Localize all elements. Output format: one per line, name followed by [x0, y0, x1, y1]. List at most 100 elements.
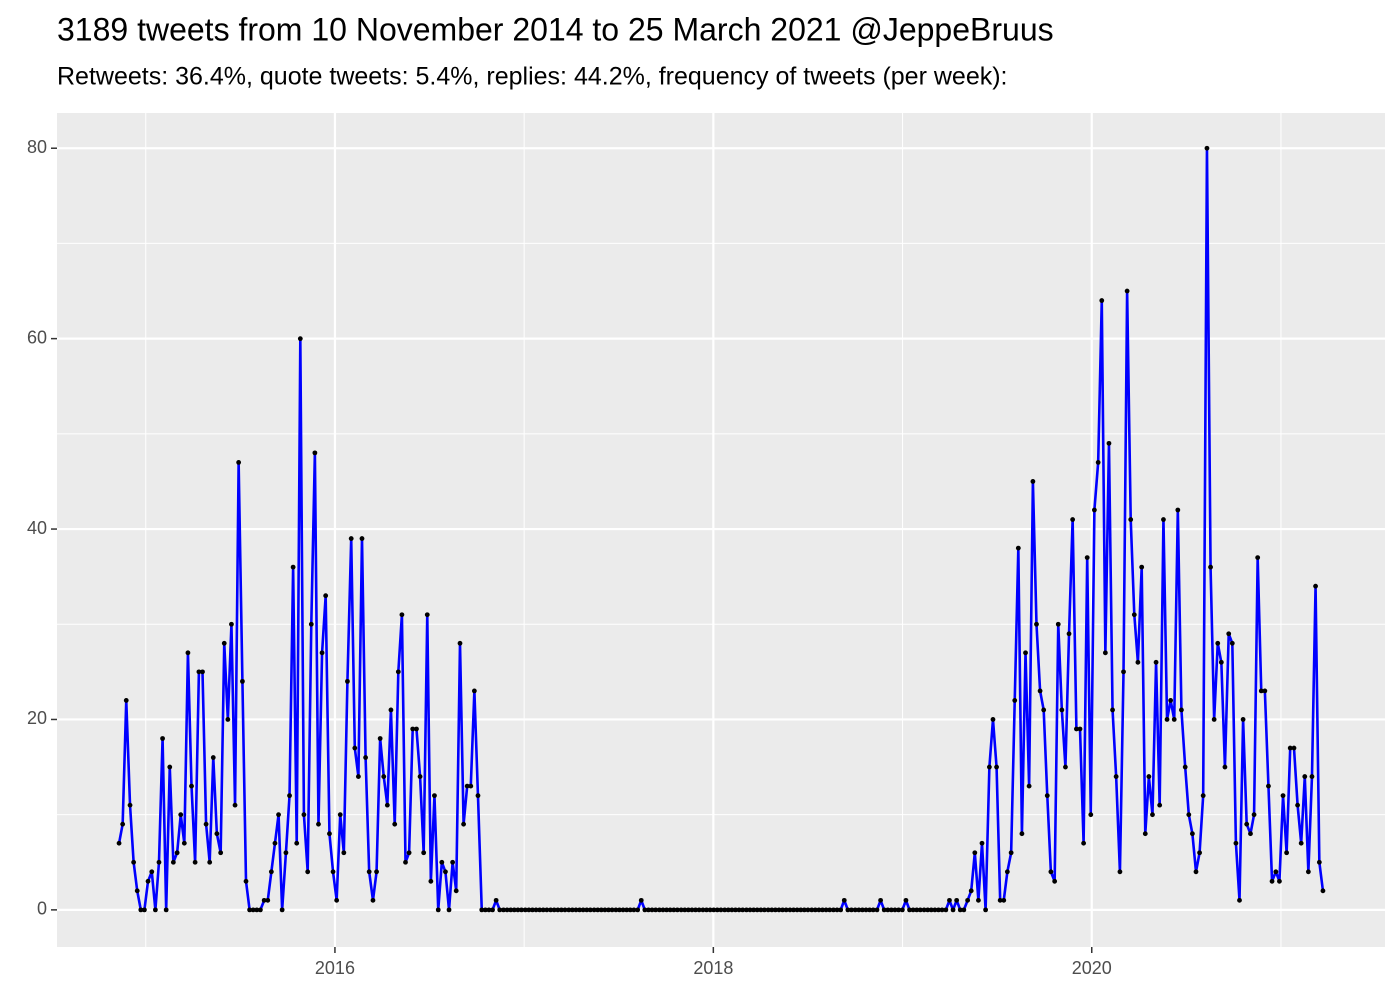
data-point — [653, 907, 659, 913]
data-point — [1026, 783, 1032, 789]
data-point — [696, 907, 702, 913]
data-point — [486, 907, 492, 913]
data-point — [381, 774, 387, 779]
data-point — [881, 907, 887, 913]
data-point — [1055, 621, 1061, 627]
data-point — [287, 793, 292, 799]
data-point — [414, 726, 419, 732]
data-point — [660, 907, 666, 913]
data-point — [584, 907, 590, 913]
data-point — [852, 907, 858, 913]
data-point — [798, 907, 804, 913]
data-point — [1001, 897, 1007, 903]
data-point — [555, 907, 561, 913]
data-point — [598, 907, 604, 913]
data-point — [577, 907, 582, 913]
data-point — [827, 907, 833, 913]
data-point — [178, 812, 184, 818]
data-point — [1048, 869, 1054, 875]
data-point — [1298, 840, 1304, 846]
data-point — [1004, 869, 1010, 875]
data-point — [479, 907, 485, 913]
data-point — [1161, 517, 1166, 522]
data-point — [265, 897, 271, 903]
data-point — [1262, 688, 1268, 694]
data-point — [845, 907, 851, 913]
data-point — [1023, 650, 1028, 656]
data-point — [1189, 831, 1195, 837]
data-point — [221, 640, 227, 646]
data-point — [548, 907, 554, 913]
data-point — [1273, 869, 1279, 875]
data-point — [1309, 774, 1315, 779]
data-point — [638, 897, 644, 903]
data-point — [1302, 774, 1308, 779]
data-point — [983, 907, 988, 913]
data-point — [327, 831, 332, 837]
data-point — [1081, 840, 1087, 846]
data-point — [700, 907, 706, 913]
data-point — [218, 850, 224, 856]
data-point — [511, 907, 517, 913]
data-point — [323, 593, 329, 599]
data-point — [399, 612, 405, 618]
data-point — [834, 907, 840, 913]
data-point — [580, 907, 586, 913]
data-point — [1037, 688, 1043, 694]
data-point — [595, 907, 601, 913]
data-point — [751, 907, 757, 913]
data-point — [290, 564, 296, 570]
data-point — [729, 907, 735, 913]
data-point — [468, 783, 474, 789]
data-point — [131, 859, 137, 865]
data-point — [1074, 726, 1079, 732]
data-point — [319, 650, 325, 656]
data-point — [1066, 631, 1072, 637]
data-point — [363, 755, 368, 760]
data-point — [482, 907, 488, 913]
data-point — [689, 907, 695, 913]
data-point — [907, 907, 912, 913]
data-point — [838, 907, 844, 913]
data-point — [497, 907, 503, 913]
data-point — [620, 907, 626, 913]
data-point — [1266, 783, 1271, 789]
data-point — [145, 878, 151, 884]
data-point — [461, 821, 466, 827]
data-point — [268, 869, 274, 875]
data-point — [812, 907, 818, 913]
data-point — [1088, 812, 1094, 818]
data-point — [421, 850, 427, 856]
data-point — [939, 907, 945, 913]
data-point — [1168, 698, 1174, 703]
data-point — [1059, 707, 1065, 713]
data-point — [1291, 745, 1297, 751]
data-point — [976, 897, 981, 903]
data-point — [685, 907, 691, 913]
data-point — [1117, 869, 1123, 875]
data-point — [1171, 717, 1177, 722]
data-point — [765, 907, 771, 913]
data-point — [943, 907, 949, 913]
data-point — [406, 850, 412, 856]
data-point — [174, 850, 180, 856]
data-point — [257, 907, 263, 913]
data-point — [1255, 555, 1261, 561]
data-point — [167, 764, 173, 770]
data-point — [1226, 631, 1232, 637]
data-point — [678, 907, 684, 913]
chart-subtitle: Retweets: 36.4%, quote tweets: 5.4%, rep… — [57, 63, 1008, 91]
data-point — [609, 907, 615, 913]
data-point — [1182, 764, 1188, 770]
data-point — [892, 907, 898, 913]
data-point — [254, 907, 260, 913]
chart-title: 3189 tweets from 10 November 2014 to 25 … — [57, 11, 1054, 47]
data-point — [1128, 517, 1134, 522]
data-point — [1204, 145, 1210, 151]
data-point — [921, 907, 927, 913]
data-point — [831, 907, 836, 913]
data-point — [200, 669, 205, 675]
data-point — [308, 621, 314, 627]
data-point — [754, 907, 760, 913]
data-point — [490, 907, 495, 913]
